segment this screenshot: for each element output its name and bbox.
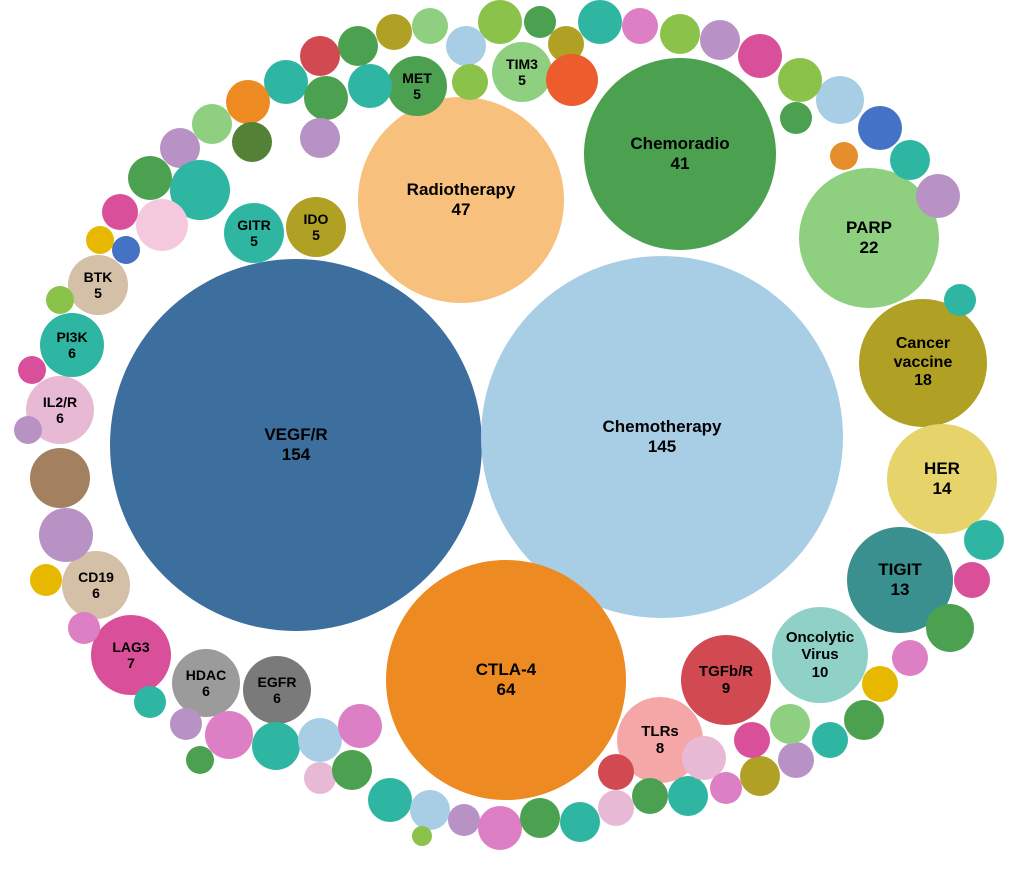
bubble-radiotherapy: Radiotherapy 47 (358, 97, 564, 303)
bubble-gitr: GITR 5 (224, 203, 284, 263)
bubble-t13 (478, 0, 522, 44)
bubble-s29 (954, 562, 990, 598)
bubble-s20 (668, 776, 708, 816)
bubble-s16 (520, 798, 560, 838)
bubble-t16 (376, 14, 412, 50)
bubble-s17 (560, 802, 600, 842)
bubble-t29 (46, 286, 74, 314)
bubble-s6 (170, 708, 202, 740)
bubble-cancer-vaccine: Cancer vaccine 18 (859, 299, 987, 427)
bubble-t11b (546, 54, 598, 106)
bubble-s22 (740, 756, 780, 796)
bubble-chemoradio: Chemoradio 41 (584, 58, 776, 250)
bubble-s11 (332, 750, 372, 790)
bubble-pi3k: PI3K 6 (40, 313, 104, 377)
bubble-t31 (14, 416, 42, 444)
bubble-s5 (134, 686, 166, 718)
bubble-t3 (858, 106, 902, 150)
bubble-s22b (734, 722, 770, 758)
bubble-s19 (632, 778, 668, 814)
bubble-s2 (39, 508, 93, 562)
bubble-s27 (892, 640, 928, 676)
bubble-t23 (128, 156, 172, 200)
bubble-t10 (578, 0, 622, 44)
bubble-t26 (102, 194, 138, 230)
bubble-t14b (452, 64, 488, 100)
bubble-t25 (136, 199, 188, 251)
bubble-s4 (68, 612, 100, 644)
bubble-s28 (926, 604, 974, 652)
bubble-tgfbr: TGFb/R 9 (681, 635, 771, 725)
bubble-t50 (944, 284, 976, 316)
bubble-t4 (816, 76, 864, 124)
bubble-t30 (18, 356, 46, 384)
bubble-tim3: TIM3 5 (492, 42, 552, 102)
bubble-t8 (660, 14, 700, 54)
bubble-s21 (710, 772, 742, 804)
bubble-t17b (348, 64, 392, 108)
bubble-t21b (232, 122, 272, 162)
bubble-t21 (192, 104, 232, 144)
bubble-lag3: LAG3 7 (91, 615, 171, 695)
bubble-ctla4: CTLA-4 64 (386, 560, 626, 800)
bubble-t19c (300, 118, 340, 158)
bubble-t20 (226, 80, 270, 124)
bubble-s8 (252, 722, 300, 770)
bubble-s13b (412, 826, 432, 846)
bubble-egfr: EGFR 6 (243, 656, 311, 724)
bubble-t1 (916, 174, 960, 218)
bubble-vegfr: VEGF/R 154 (110, 259, 482, 631)
bubble-met: MET 5 (387, 56, 447, 116)
bubble-s1 (30, 448, 90, 508)
bubble-t19 (264, 60, 308, 104)
bubble-s24 (812, 722, 848, 758)
bubble-t5b (780, 102, 812, 134)
bubble-s18b (598, 754, 634, 790)
bubble-btk: BTK 5 (68, 255, 128, 315)
bubble-her: HER 14 (887, 424, 997, 534)
bubble-s23b (770, 704, 810, 744)
bubble-t17 (338, 26, 378, 66)
bubble-s12 (368, 778, 412, 822)
bubble-t5 (778, 58, 822, 102)
bubble-t28 (112, 236, 140, 264)
bubble-t2 (890, 140, 930, 180)
bubble-t19b (304, 76, 348, 120)
bubble-oncolytic-virus: Oncolytic Virus 10 (772, 607, 868, 703)
bubble-s11b (338, 704, 382, 748)
bubble-t3b (830, 142, 858, 170)
bubble-s23 (778, 742, 814, 778)
bubble-t27 (86, 226, 114, 254)
bubble-chart: VEGF/R 154Chemotherapy 145CTLA-4 64Radio… (0, 0, 1024, 869)
bubble-hdac: HDAC 6 (172, 649, 240, 717)
bubble-s18 (598, 790, 634, 826)
bubble-s25 (844, 700, 884, 740)
bubble-s15 (478, 806, 522, 850)
bubble-t9 (622, 8, 658, 44)
bubble-t6 (738, 34, 782, 78)
bubble-t7 (700, 20, 740, 60)
bubble-s3 (30, 564, 62, 596)
bubble-t18 (300, 36, 340, 76)
bubble-t15 (412, 8, 448, 44)
bubble-ido: IDO 5 (286, 197, 346, 257)
bubble-t12 (524, 6, 556, 38)
bubble-t14 (446, 26, 486, 66)
bubble-s30 (964, 520, 1004, 560)
bubble-s14 (448, 804, 480, 836)
bubble-s26 (862, 666, 898, 702)
bubble-s9 (298, 718, 342, 762)
bubble-s13 (410, 790, 450, 830)
bubble-s7b (186, 746, 214, 774)
bubble-s7 (205, 711, 253, 759)
